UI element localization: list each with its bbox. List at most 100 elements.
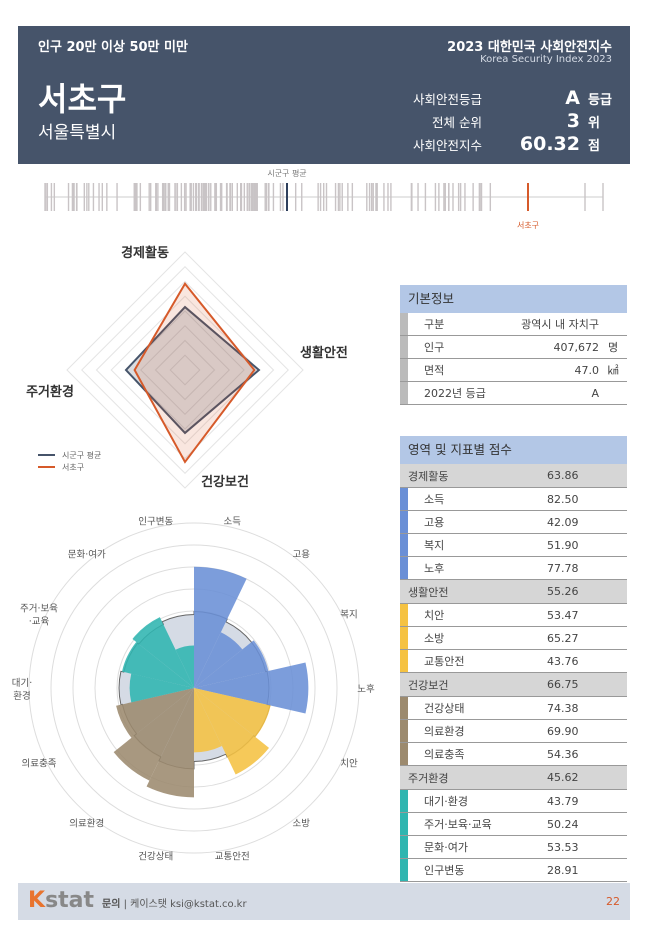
polar-label: 소득	[224, 516, 242, 527]
basic-value: 407,672	[553, 340, 600, 354]
section-color-bar	[400, 859, 408, 881]
polar-label-line: 인구변동	[138, 516, 173, 527]
basic-unit: 명	[607, 341, 619, 354]
footer: Kstat 문의 | 케이스탯 ksi@kstat.co.kr 22	[18, 883, 630, 920]
section-color-bar	[400, 790, 408, 812]
indicator-row: 교통안전 43.76	[400, 650, 627, 673]
report-subtitle: Korea Security Index 2023	[480, 54, 612, 65]
indicator-score: 82.50	[547, 492, 579, 506]
indicator-name: 인구변동	[424, 864, 465, 877]
section-color-bar	[400, 836, 408, 858]
polar-label-line: ·교육	[29, 616, 50, 627]
indicator-score: 42.09	[547, 515, 579, 529]
indicator-score: 65.27	[547, 631, 579, 645]
indicator-row: 문화·여가 53.53	[400, 836, 627, 859]
indicator-score: 43.76	[547, 654, 579, 668]
polar-label-line: 대기·	[12, 678, 33, 689]
section-score: 55.26	[547, 585, 579, 598]
polar-wedge	[194, 688, 271, 738]
polar-wedge	[175, 645, 194, 688]
polar-label: 소방	[292, 818, 310, 829]
polar-label-line: 환경	[13, 690, 30, 702]
basic-info-row: 면적 47.0 ㎢	[400, 359, 627, 382]
section-color-bar	[400, 534, 408, 556]
polar-label-line: 건강상태	[138, 852, 173, 863]
kstat-logo: Kstat	[28, 888, 95, 913]
radar-axis-label: 생활안전	[300, 345, 348, 361]
stat-unit: 위	[588, 115, 600, 131]
indicator-score: 54.36	[547, 747, 579, 761]
stat-label: 사회안전지수	[412, 137, 482, 153]
contact-email[interactable]: 케이스탯 ksi@kstat.co.kr	[130, 899, 247, 910]
radar-series-0	[124, 305, 261, 435]
polar-wedge	[194, 566, 247, 688]
polar-wedge	[116, 688, 194, 738]
polar-label: 교통안전	[215, 852, 250, 863]
radar-grid	[169, 354, 201, 386]
indicator-score: 28.91	[547, 863, 579, 877]
polar-wedge	[194, 688, 222, 753]
city-name: 서울특별시	[38, 123, 117, 143]
polar-label: 고용	[292, 550, 310, 561]
polar-label: 의료충족	[22, 759, 57, 770]
district-label: 서초구	[517, 221, 539, 230]
polar-label-line: 고용	[292, 550, 310, 561]
polar-ring	[28, 522, 360, 854]
basic-unit: ㎢	[607, 364, 619, 377]
indicator-name: 의료환경	[424, 725, 465, 738]
row-marker	[400, 382, 408, 404]
polar-label-line: 소방	[292, 818, 310, 829]
polar-wedge	[194, 662, 309, 714]
section-score: 63.86	[547, 469, 579, 482]
polar-label: 복지	[340, 609, 357, 620]
indicator-name: 의료충족	[424, 748, 465, 761]
stat-label: 사회안전등급	[412, 91, 482, 107]
polar-label-line: 주거·보육	[20, 603, 58, 614]
indicator-name: 교통안전	[424, 655, 465, 668]
legend-label: 서초구	[62, 463, 84, 472]
row-marker	[400, 336, 408, 358]
radar-axis-label: 경제활동	[121, 245, 169, 261]
section-color-bar	[400, 813, 408, 835]
indicator-name: 노후	[424, 562, 445, 575]
legend-label: 시군구 평균	[62, 450, 101, 460]
indicator-score: 74.38	[547, 701, 579, 715]
polar-label-line: 문화·여가	[68, 549, 106, 561]
indicator-row: 의료충족 54.36	[400, 743, 627, 766]
section-color-bar	[400, 650, 408, 672]
indicator-row: 복지 51.90	[400, 534, 627, 557]
radar-axis-label: 주거환경	[26, 384, 74, 400]
basic-key: 면적	[424, 364, 445, 377]
radar-grid	[81, 266, 289, 474]
indicator-row: 주거·보육·교육 50.24	[400, 813, 627, 836]
basic-info-row: 2022년 등급 A	[400, 382, 627, 405]
polar-label-line: 의료환경	[69, 817, 104, 829]
report-title: 2023 대한민국 사회안전지수	[447, 40, 612, 55]
polar-wedge	[121, 641, 194, 688]
indicator-name: 소득	[424, 493, 445, 506]
polar-label-line: 교통안전	[215, 852, 250, 863]
polar-label: 치안	[340, 758, 358, 770]
indicator-name: 복지	[424, 539, 445, 552]
section-color-bar	[400, 488, 408, 510]
stat-value: A	[565, 87, 580, 109]
header: 인구 20만 이상 50만 미만 2023 대한민국 사회안전지수 Korea …	[18, 26, 630, 164]
radar-grid	[140, 325, 230, 415]
polar-wedge	[146, 688, 194, 798]
polar-wedge	[194, 632, 243, 688]
polar-label: 건강상태	[138, 852, 173, 863]
indicator-row: 인구변동 28.91	[400, 859, 627, 882]
basic-key: 인구	[424, 341, 445, 354]
polar-label: 인구변동	[138, 516, 173, 527]
polar-label-line: 복지	[340, 609, 357, 620]
indicator-name: 문화·여가	[424, 841, 468, 854]
section-name: 주거환경	[408, 771, 449, 785]
section-color-bar	[400, 743, 408, 765]
basic-info-row: 인구 407,672 명	[400, 336, 627, 359]
stat-row: 사회안전등급 A 등급	[402, 86, 612, 110]
indicator-row: 의료환경 69.90	[400, 720, 627, 743]
